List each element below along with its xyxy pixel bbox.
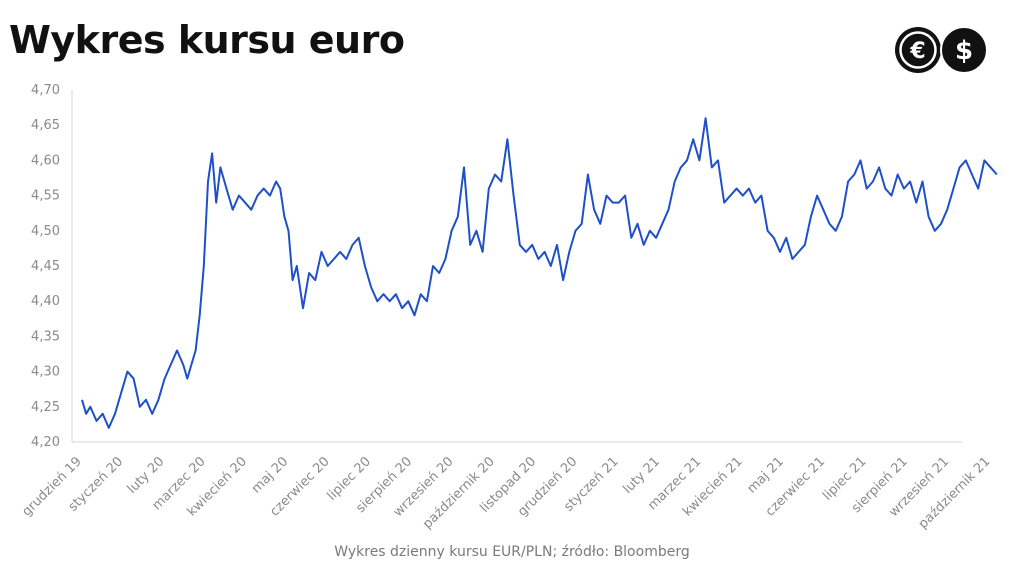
y-tick-label: 4,50 [31,224,60,239]
y-tick-label: 4,25 [31,400,60,415]
y-tick-label: 4,70 [31,83,60,98]
series-line [81,117,998,429]
y-tick-label: 4,20 [31,435,60,450]
y-tick-label: 4,35 [31,329,60,344]
y-tick-label: 4,45 [31,259,60,274]
euro-icon: € [895,27,941,73]
y-tick-label: 4,30 [31,365,60,380]
dollar-icon: $ [940,26,988,74]
chart: 4,20 4,25 4,30 4,35 4,40 4,45 4,50 4,55 4,60 4,65… [19,83,998,532]
logo: € $ [895,26,988,74]
y-tick-label: 4,65 [31,118,60,133]
svg-text:$: $ [955,36,973,66]
y-tick-label: 4,55 [31,189,60,204]
page-title: Wykres kursu euro [9,18,405,62]
x-tick-label: październik 21 [916,454,994,532]
x-tick-label: październik 20 [420,454,498,532]
chart-caption: Wykres dzienny kursu EUR/PLN; źródło: Bl… [334,544,690,560]
y-tick-label: 4,40 [31,294,60,309]
svg-text:€: € [909,39,925,64]
y-tick-label: 4,60 [31,153,60,168]
